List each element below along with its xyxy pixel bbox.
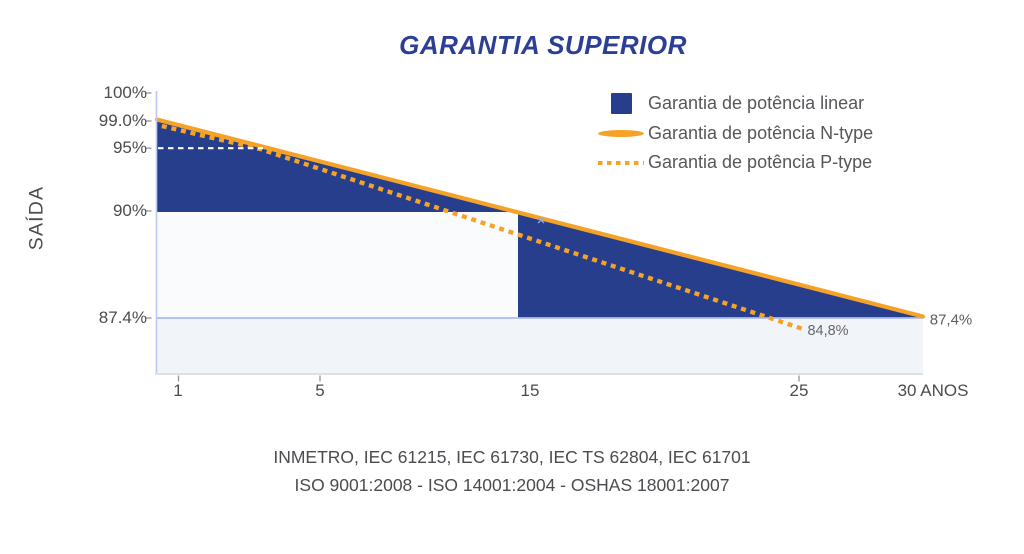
legend-label-p-type: Garantia de potência P-type (648, 152, 873, 173)
y-tick-label-95: 95% (112, 138, 147, 157)
x-tick-label-30-anos: 30 ANOS (897, 381, 969, 400)
n-type-line (154, 117, 926, 319)
legend-item-p-type: Garantia de potência P-type (598, 148, 873, 178)
legend-label-n-type: Garantia de potência N-type (648, 122, 874, 143)
y-tick-label-100: 100% (103, 83, 147, 102)
certifications-line-1: INMETRO, IEC 61215, IEC 61730, IEC TS 62… (273, 447, 751, 467)
annotation-n-type-end: 87,4% (929, 311, 973, 329)
legend-solid-line-marker-icon (598, 129, 644, 137)
y-tick-label-87-4: 87.4% (98, 308, 147, 327)
step-x-marker (537, 217, 545, 224)
y-tick-marks (145, 92, 152, 319)
annotation-p-type-end: 84,8% (807, 323, 849, 339)
chart-legend: Garantia de potência linear Garantia de … (598, 89, 873, 178)
x-tick-label-25: 25 (789, 381, 809, 400)
x-tick-label-15: 15 (520, 381, 540, 400)
y-axis-title: SAÍDA (25, 185, 48, 251)
certifications-line-2: ISO 9001:2008 - ISO 14001:2004 - OSHAS 1… (294, 475, 730, 495)
x-tick-label-1: 1 (173, 381, 183, 400)
legend-label-linear: Garantia de potência linear (648, 93, 865, 114)
plot-lower-left-box (157, 212, 518, 318)
x-tick-label-5: 5 (315, 381, 325, 400)
legend-item-n-type: Garantia de potência N-type (598, 119, 873, 149)
certifications-caption: INMETRO, IEC 61215, IEC 61730, IEC TS 62… (0, 443, 1024, 499)
y-tick-label-90: 90% (112, 201, 147, 220)
y-tick-label-99: 99.0% (98, 111, 147, 130)
legend-square-marker-icon (610, 93, 632, 115)
plot-bottom-strip (156, 319, 923, 374)
legend-item-linear: Garantia de potência linear (598, 89, 873, 119)
chart-title: GARANTIA SUPERIOR (399, 30, 687, 60)
legend-dotted-line-marker-icon (598, 160, 644, 166)
x-tick-marks (177, 375, 800, 382)
